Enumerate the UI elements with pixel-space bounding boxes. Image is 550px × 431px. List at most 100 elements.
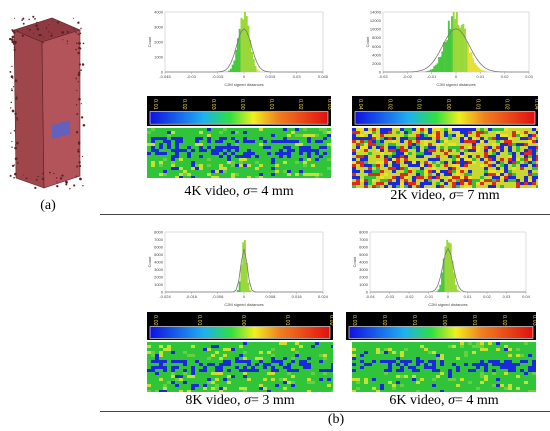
y-tick-label: 6000 (372, 44, 382, 49)
hist-bar (245, 16, 248, 72)
hist-bar (437, 289, 440, 292)
hist-bar (426, 70, 429, 72)
gaussian-fit (165, 248, 323, 293)
hist-bar (446, 239, 449, 292)
hist-bar (252, 58, 255, 72)
histogram-8k: 0 1000 2000 3000 4000 5000 6000 7000 8000 -0.024 -… (147, 228, 329, 308)
hist-bar (446, 40, 449, 72)
hist-bar (449, 28, 452, 72)
hist-bar (443, 42, 445, 72)
scale-tick-label: 0.02 (501, 315, 507, 326)
hist-bar (240, 264, 243, 292)
scale-tick-label: 0.02 (297, 99, 303, 110)
scale-tick-label: 0.02 (386, 99, 392, 110)
x-tick-label: 0.03 (293, 74, 302, 79)
caption-6k: 6K video, σ= 4 mm (352, 393, 536, 409)
hist-bar (235, 49, 238, 72)
x-tick-label: -0.02 (403, 74, 413, 79)
hist-xlabel: C2M signed distances (428, 302, 467, 307)
y-tick-label: 6000 (154, 245, 164, 250)
scale-tick-label: 0.03 (326, 99, 331, 110)
caption-suffix: = 4 mm (454, 393, 499, 408)
x-tick-label: 0.01 (464, 294, 473, 299)
hist-bar (238, 281, 241, 292)
hist-bar (245, 262, 248, 292)
y-tick-label: 1000 (154, 282, 164, 287)
hist-bar (238, 28, 241, 72)
caption-4k: 4K video, σ= 4 mm (147, 184, 331, 200)
hist-bar (249, 290, 252, 292)
hist-bar (480, 69, 483, 72)
hist-ylabel: Count (147, 256, 152, 268)
caption-8k: 8K video, σ= 3 mm (147, 393, 333, 409)
scale-tick-label: 0.02 (152, 315, 158, 326)
hist-bar (467, 45, 470, 72)
y-tick-label: 8000 (372, 35, 382, 40)
gaussian-fit (370, 247, 526, 293)
hist-bar (462, 23, 465, 73)
caption-sigma: σ (448, 393, 455, 408)
x-tick-label: 0.01 (476, 74, 485, 79)
hist-ylabel: Count (352, 256, 357, 268)
x-tick-label: -0.045 (159, 74, 171, 79)
scale-tick-label: 0.01 (471, 315, 477, 326)
scale-tick-label: 0.02 (381, 315, 387, 326)
deviation-map-4k (147, 128, 331, 178)
hist-bar (431, 69, 434, 72)
hist-bar (244, 12, 246, 72)
hist-bar (451, 260, 454, 292)
scale-tick-label: 0.02 (504, 99, 510, 110)
gaussian-fit (383, 28, 529, 73)
hist-ylabel: Count (147, 36, 152, 48)
y-tick-label: 2000 (359, 275, 369, 280)
x-tick-label: 0.02 (483, 294, 492, 299)
x-tick-label: -0.016 (186, 294, 198, 299)
patch-region (52, 120, 70, 139)
hist-bar (244, 240, 246, 292)
hist-bar (454, 18, 457, 72)
hist-bar (229, 68, 232, 72)
scale-tick-label: 0.01 (268, 99, 274, 110)
hist-bar (242, 242, 245, 292)
hist-bar (481, 70, 484, 72)
hist-bar (254, 66, 257, 72)
hist-bar (242, 19, 245, 72)
histogram-2k: 0 2000 4000 6000 8000 10000 12000 14000 -0.03 -0.… (365, 8, 535, 88)
histogram-6k: 0 1000 2000 3000 4000 5000 6000 7000 8000 -0.04 -0… (352, 228, 532, 308)
hist-bar (441, 51, 444, 72)
hist-bar (459, 27, 462, 72)
deviation-map-8k (147, 342, 333, 392)
color-scale-6k: 0.03 0.02 0.01 0.00 0.01 0.02 0.03 (346, 312, 536, 340)
hist-bar (473, 62, 476, 72)
x-tick-label: 0.024 (318, 294, 329, 299)
y-tick-label: 3000 (154, 25, 164, 30)
x-tick-label: -0.024 (159, 294, 171, 299)
hist-bar (441, 272, 443, 292)
scale-tick-label: 0.01 (196, 315, 202, 326)
x-tick-label: 0 (447, 294, 450, 299)
y-tick-label: 0 (161, 70, 164, 75)
x-tick-label: 0 (455, 74, 458, 79)
caption-prefix: 4K video, (184, 184, 244, 199)
hist-bar (448, 242, 450, 292)
x-tick-label: 0.016 (292, 294, 303, 299)
hist-bar (247, 282, 250, 292)
y-tick-label: 4000 (359, 260, 369, 265)
scale-tick-label: 0.02 (328, 315, 333, 326)
hist-bar (236, 38, 239, 72)
hist-bar (464, 28, 466, 72)
y-tick-label: 2000 (154, 275, 164, 280)
scale-tick-label: 0.00 (240, 315, 246, 326)
hist-bar (472, 58, 475, 72)
divider-bottom (100, 411, 550, 412)
scale-tick-label: 0.01 (284, 315, 290, 326)
hist-bar (453, 272, 456, 292)
caption-suffix: = 4 mm (249, 184, 294, 199)
color-scale-2k: 0.04 0.02 0.01 0.00 0.01 0.02 0.04 (352, 96, 538, 126)
y-tick-label: 3000 (359, 267, 369, 272)
y-tick-label: 0 (161, 290, 164, 295)
hist-bar (236, 290, 239, 292)
caption-prefix: 6K video, (389, 393, 449, 408)
label-a: (a) (40, 198, 56, 213)
hist-bar (456, 12, 458, 72)
